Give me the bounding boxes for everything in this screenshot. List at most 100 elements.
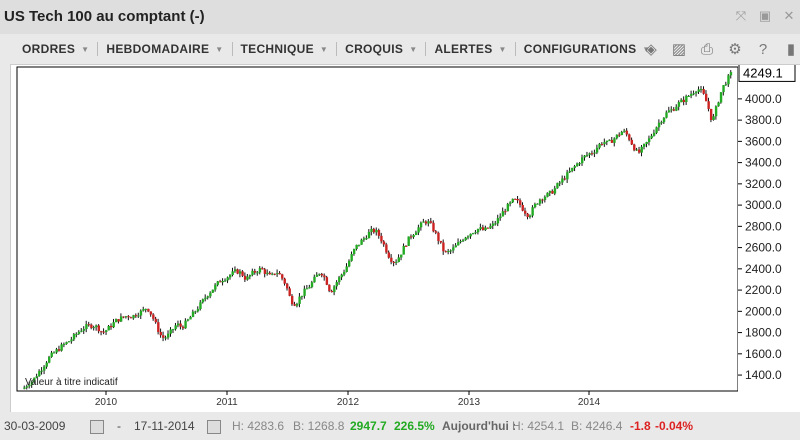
candle-down [236,269,239,274]
end-date[interactable]: 17-11-2014 [134,419,195,433]
restore-icon[interactable]: ▣ [758,8,772,23]
x-tick-label: 2014 [578,397,601,408]
candle-up [581,157,584,164]
fullscreen-icon[interactable]: ⤧ [735,8,747,23]
chart-menubar: ORDRES ▼ HEBDOMADAIRE ▼ TECHNIQUE ▼ CROQUIS… [0,34,800,64]
candle-down [154,318,158,323]
menu-ordres[interactable]: ORDRES ▼ [14,42,99,56]
candle-up [191,311,195,318]
calendar-icon[interactable] [90,420,104,434]
candle-down [405,245,408,247]
candle-up [419,222,423,228]
candle-up [137,315,140,317]
candle-down [283,278,286,284]
y-tick-label: 3200.0 [745,177,782,191]
menu-label: ALERTES [434,42,493,56]
candle-down [122,316,125,318]
y-tick-label: 2800.0 [745,219,782,233]
candle-up [355,244,358,250]
candle-up [605,140,609,143]
candle-up [729,72,733,76]
candle-up [77,331,81,334]
candle-up [647,138,651,143]
candle-up [271,273,274,275]
menu-alertes[interactable]: ALERTES ▼ [426,42,516,56]
candle-down [524,210,527,214]
candle-up [449,250,453,252]
candle-down [526,213,529,218]
image-icon[interactable]: ▨ [671,41,687,58]
gear-icon[interactable]: ⚙ [728,41,742,58]
menu-technique[interactable]: TECHNIQUE ▼ [233,42,338,56]
candle-up [238,271,242,274]
toolbar-icons: ◈ ▨ ⎙ ⚙ ? ▮ [642,40,800,59]
candle-up [211,289,215,293]
candle-up [350,254,353,261]
menu: ORDRES ▼ HEBDOMADAIRE ▼ TECHNIQUE ▼ CROQUIS… [14,42,659,56]
candle-up [471,233,475,235]
close-icon[interactable]: ✕ [783,8,795,23]
menu-configurations[interactable]: CONFIGURATIONS ▼ [516,42,659,56]
candle-up [214,284,217,290]
candle-down [129,317,133,319]
y-tick-label: 2000.0 [745,304,782,318]
expand-icon[interactable]: ▮ [786,41,796,58]
candle-up [615,134,619,139]
candle-down [424,221,428,224]
candle-up [338,277,341,283]
candle-up [509,202,512,204]
candle-down [610,139,614,143]
date-separator: - [117,419,121,433]
candle-up [588,153,591,155]
candle-down [563,178,567,180]
candle-up [186,319,190,321]
candle-up [400,254,403,258]
candle-up [724,84,728,86]
candle-up [459,241,462,243]
y-tick-label: 2400.0 [745,262,782,276]
menu-croquis[interactable]: CROQUIS ▼ [337,42,427,56]
candle-up [176,323,180,326]
chart-area[interactable]: 1400.0 1600.0 1800.0 2000.0 2200.0 2400.0 2600… [10,62,800,413]
candlestick-chart[interactable]: 1400.0 1600.0 1800.0 2000.0 2200.0 2400.0 2600… [11,62,800,413]
candle-down [504,211,507,213]
calendar-icon[interactable] [207,420,221,434]
start-date[interactable]: 30-03-2009 [4,419,66,433]
candle-down [380,235,383,242]
help-icon[interactable]: ? [758,40,768,58]
candle-up [536,203,539,205]
candle-down [672,109,676,111]
candle-up [568,170,572,173]
candle-up [362,238,366,240]
today-label: Aujourd'hui : [442,419,517,433]
candle-up [573,166,576,168]
window-titlebar: US Tech 100 au comptant (-) ⤧ ▣ ✕ [0,0,800,35]
menu-hebdomadaire[interactable]: HEBDOMADAIRE ▼ [98,42,233,56]
candle-up [204,297,207,300]
candle-up [652,132,656,136]
candle-down [682,99,686,103]
x-tick-label: 2012 [337,397,360,408]
layers-icon[interactable]: ◈ [645,41,657,58]
menu-label: CONFIGURATIONS [523,42,637,56]
print-icon[interactable]: ⎙ [700,40,713,58]
candle-up [308,287,311,289]
candle-up [375,230,378,233]
candle-up [75,333,78,335]
candle-up [318,273,321,275]
candle-up [496,218,500,224]
period-change: 2947.7 [350,419,387,433]
candle-up [367,231,371,239]
candle-down [134,315,138,317]
candle-up [642,143,646,147]
candle-down [286,283,289,289]
last-value-label: 4249.1 [743,65,783,80]
candle-down [628,134,631,140]
candle-down [600,143,604,145]
x-tick-label: 2010 [95,397,118,408]
period-high: H: 4283.6 [232,419,285,433]
candle-up [571,167,574,171]
candle-up [608,139,611,141]
candle-down [481,227,485,231]
candle-down [241,271,244,276]
